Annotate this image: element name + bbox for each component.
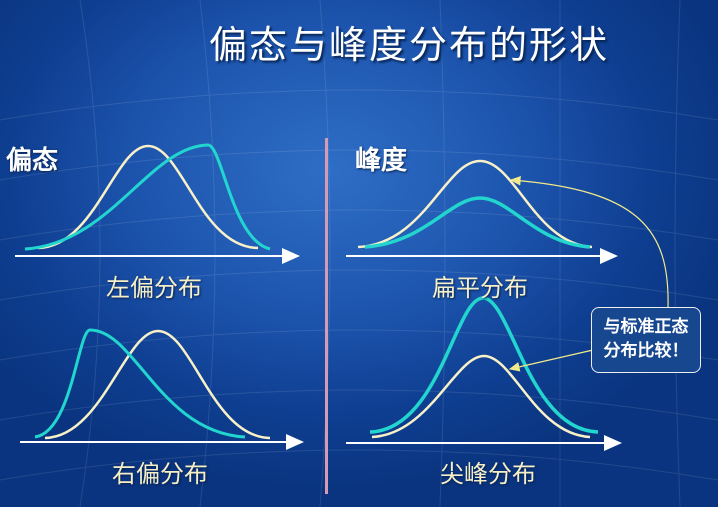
flat-caption: 扁平分布 bbox=[432, 274, 528, 302]
skewness-section-label: 偏态 bbox=[6, 146, 59, 176]
left-skew-caption: 左偏分布 bbox=[106, 274, 202, 302]
kurtosis-section-label: 峰度 bbox=[355, 146, 408, 176]
flat-curve bbox=[364, 196, 591, 249]
right-skew-caption: 右偏分布 bbox=[112, 460, 208, 488]
page-title: 偏态与峰度分布的形状 bbox=[208, 23, 609, 67]
peaked-curve bbox=[369, 296, 599, 434]
compare-note-line1: 与标准正态 bbox=[603, 317, 689, 337]
left-skew-normal-curve bbox=[37, 144, 259, 250]
section-divider bbox=[325, 138, 328, 494]
peaked-caption: 尖峰分布 bbox=[440, 460, 536, 488]
right-skew-normal-curve bbox=[44, 329, 271, 440]
callout-line-to-peaked bbox=[508, 349, 594, 372]
right-skew-curve bbox=[34, 328, 246, 439]
compare-note-line2: 分布比较！ bbox=[603, 341, 689, 361]
left-skew-curve bbox=[24, 143, 271, 251]
peaked-normal-curve bbox=[371, 354, 591, 439]
compare-note-box: 与标准正态 分布比较！ bbox=[591, 307, 701, 373]
callout-line-to-flat bbox=[509, 175, 669, 309]
flat-normal-curve bbox=[357, 159, 593, 249]
